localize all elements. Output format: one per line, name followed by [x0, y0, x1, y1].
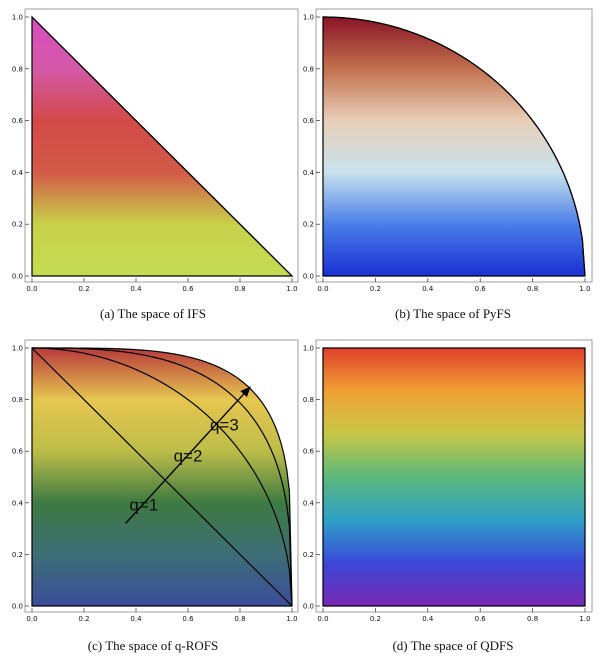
- boundary-curve-q2: [31, 347, 293, 607]
- x-tick-label: 0.0: [317, 285, 328, 293]
- panel-pyfs: 0.0 0.2 0.4 0.6 0.8 1.0 0.0 0.2 0.4 0.6 0.8 1.0: [303, 8, 593, 293]
- arrowhead-icon: [240, 386, 251, 398]
- caption-qrofs: (c) The space of q-ROFS: [87, 638, 219, 653]
- x-tick-label: 1.0: [579, 615, 590, 623]
- caption-ifs: (a) The space of IFS: [100, 306, 206, 321]
- boundary-line: [31, 347, 293, 607]
- y-tick-label: 1.0: [12, 14, 23, 22]
- x-tick-label: 0.8: [527, 615, 538, 623]
- panel-qdfs: 0.0 0.2 0.4 0.6 0.8 1.0 0.0 0.2 0.4 0.6 0.8 1.0: [303, 339, 593, 623]
- x-tick-label: 0.8: [234, 285, 245, 293]
- fuzzy-space-region: [322, 347, 586, 607]
- x-tick-label: 0.2: [78, 285, 89, 293]
- x-tick-label: 0.6: [182, 615, 194, 623]
- panel-qrofs: q=1 q=2 q=3 0.0 0.2 0.4 0.6 0.8 1.0 0.0 0.2 0.4 0.6 0…: [12, 339, 299, 623]
- y-tick-label: 0.6: [12, 117, 24, 125]
- x-tick-label: 0.4: [422, 285, 434, 293]
- plot-frame: [24, 8, 299, 283]
- x-tick-label: 0.4: [130, 615, 142, 623]
- y-tick-label: 0.6: [303, 448, 315, 456]
- y-tick-label: 0.4: [303, 169, 315, 177]
- y-tick-label: 0.8: [303, 396, 314, 404]
- x-tick-label: 0.2: [370, 615, 381, 623]
- y-tick-label: 0.6: [12, 448, 24, 456]
- y-tick-label: 0.4: [12, 499, 24, 507]
- boundary-curve-q3: [32, 347, 293, 607]
- y-tick-label: 0.2: [12, 221, 23, 229]
- panel-ifs: 0.0 0.2 0.4 0.6 0.8 1.0 0.0 0.2 0.4 0.6 0.8 1.0: [12, 8, 299, 293]
- x-tick-label: 0.6: [182, 285, 194, 293]
- x-tick-label: 0.4: [130, 285, 142, 293]
- fuzzy-space-region: [322, 16, 586, 277]
- x-tick-label: 1.0: [286, 285, 297, 293]
- y-tick-label: 0.0: [12, 603, 23, 611]
- x-tick-label: 0.4: [422, 615, 434, 623]
- y-tick-label: 0.8: [12, 65, 23, 73]
- y-tick-label: 1.0: [303, 14, 314, 22]
- y-tick-label: 1.0: [303, 345, 314, 353]
- x-tick-label: 0.0: [26, 615, 37, 623]
- y-tick-label: 0.2: [303, 221, 314, 229]
- q-label: q=2: [174, 447, 203, 466]
- y-tick-label: 0.4: [12, 169, 24, 177]
- y-tick-label: 0.0: [12, 273, 23, 281]
- x-tick-label: 0.2: [78, 615, 89, 623]
- x-tick-label: 1.0: [579, 285, 590, 293]
- y-tick-label: 0.0: [303, 603, 314, 611]
- y-tick-label: 0.4: [303, 499, 315, 507]
- x-tick-label: 0.0: [26, 285, 37, 293]
- q-label: q=3: [210, 416, 239, 435]
- x-tick-label: 0.6: [475, 285, 487, 293]
- plot-frame: [315, 339, 593, 613]
- plot-frame: [315, 8, 593, 283]
- boundary-line: [31, 16, 293, 277]
- y-tick-label: 0.2: [12, 551, 23, 559]
- plot-frame: [24, 339, 299, 613]
- caption-pyfs: (b) The space of PyFS: [394, 306, 512, 321]
- caption-qdfs: (d) The space of QDFS: [392, 638, 514, 653]
- q-direction-arrow: [125, 386, 251, 524]
- x-tick-label: 1.0: [286, 615, 297, 623]
- q-label: q=1: [129, 496, 158, 515]
- x-tick-label: 0.8: [527, 285, 538, 293]
- x-tick-label: 0.8: [234, 615, 245, 623]
- y-tick-label: 0.8: [12, 396, 23, 404]
- y-tick-label: 0.8: [303, 65, 314, 73]
- y-tick-label: 0.0: [303, 273, 314, 281]
- boundary-curve-q2: [322, 16, 586, 277]
- x-tick-label: 0.0: [317, 615, 328, 623]
- x-tick-label: 0.6: [475, 615, 487, 623]
- y-tick-label: 0.6: [303, 117, 315, 125]
- x-tick-label: 0.2: [370, 285, 381, 293]
- y-tick-label: 0.2: [303, 551, 314, 559]
- y-tick-label: 1.0: [12, 345, 23, 353]
